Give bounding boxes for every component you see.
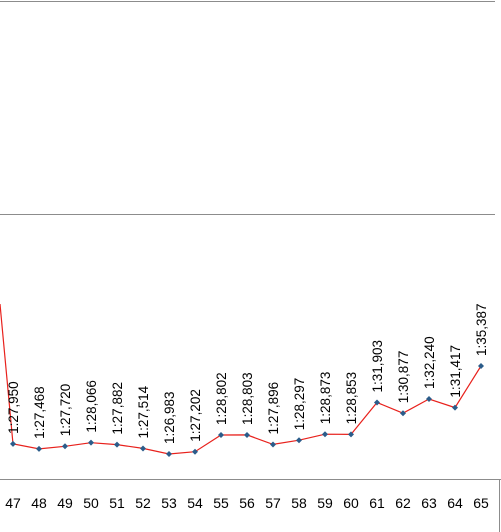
data-label-52: 1:27,514	[136, 385, 151, 438]
x-tick-56: 56	[239, 495, 255, 511]
point-52	[140, 445, 146, 452]
point-50	[88, 439, 94, 446]
data-label-58: 1:28,297	[292, 378, 307, 431]
x-axis	[0, 479, 501, 532]
data-labels: 1:27,950 1:27,468 1:27,720 1:28,066 1:27,882…	[6, 303, 489, 444]
point-61	[374, 399, 380, 406]
x-tick-47: 47	[5, 495, 21, 511]
x-tick-50: 50	[83, 495, 99, 511]
point-62	[400, 410, 406, 417]
data-label-54: 1:27,202	[188, 389, 203, 442]
x-tick-65: 65	[473, 495, 489, 511]
data-label-63: 1:32,240	[422, 336, 437, 389]
point-59	[322, 431, 328, 438]
x-tick-60: 60	[343, 495, 359, 511]
point-60	[348, 431, 354, 438]
x-tick-53: 53	[161, 495, 177, 511]
point-47	[10, 440, 16, 447]
data-label-47: 1:27,950	[6, 381, 21, 434]
x-tick-51: 51	[109, 495, 125, 511]
data-label-65: 1:35,387	[474, 303, 489, 356]
data-label-64: 1:31,417	[448, 345, 463, 398]
point-56	[244, 431, 250, 438]
point-49	[62, 443, 68, 450]
point-53	[166, 451, 172, 457]
x-tick-64: 64	[447, 495, 463, 511]
x-tick-62: 62	[395, 495, 411, 511]
x-tick-labels: 47 48 49 50 51 52 53 54 55 56 57 58 59 60 61 62 63 64 65	[5, 495, 489, 511]
point-48	[36, 445, 42, 452]
gridlines	[0, 1, 495, 215]
data-label-57: 1:27,896	[266, 382, 281, 435]
data-label-53: 1:26,983	[162, 391, 177, 444]
data-label-56: 1:28,803	[240, 372, 255, 425]
point-58	[296, 437, 302, 444]
point-51	[114, 441, 120, 448]
point-65	[478, 363, 484, 369]
point-57	[270, 441, 276, 448]
point-55	[218, 431, 224, 438]
data-label-62: 1:30,877	[396, 351, 411, 404]
x-tick-52: 52	[135, 495, 151, 511]
point-64	[452, 404, 458, 411]
x-tick-61: 61	[369, 495, 385, 511]
data-label-61: 1:31,903	[370, 340, 385, 393]
data-label-50: 1:28,066	[84, 380, 99, 433]
data-label-59: 1:28,873	[318, 372, 333, 425]
data-label-51: 1:27,882	[110, 382, 125, 435]
point-54	[192, 448, 198, 455]
series-line	[0, 303, 482, 455]
x-tick-54: 54	[187, 495, 203, 511]
x-tick-63: 63	[421, 495, 437, 511]
series-path	[0, 303, 482, 455]
x-tick-57: 57	[265, 495, 281, 511]
x-tick-59: 59	[317, 495, 333, 511]
x-tick-55: 55	[213, 495, 229, 511]
point-63	[426, 395, 432, 402]
data-label-49: 1:27,720	[58, 384, 73, 437]
data-label-48: 1:27,468	[32, 386, 47, 439]
x-tick-48: 48	[31, 495, 47, 511]
x-tick-58: 58	[291, 495, 307, 511]
data-label-60: 1:28,853	[344, 372, 359, 425]
x-tick-49: 49	[57, 495, 73, 511]
data-label-55: 1:28,802	[214, 372, 229, 425]
series-markers	[10, 363, 484, 457]
